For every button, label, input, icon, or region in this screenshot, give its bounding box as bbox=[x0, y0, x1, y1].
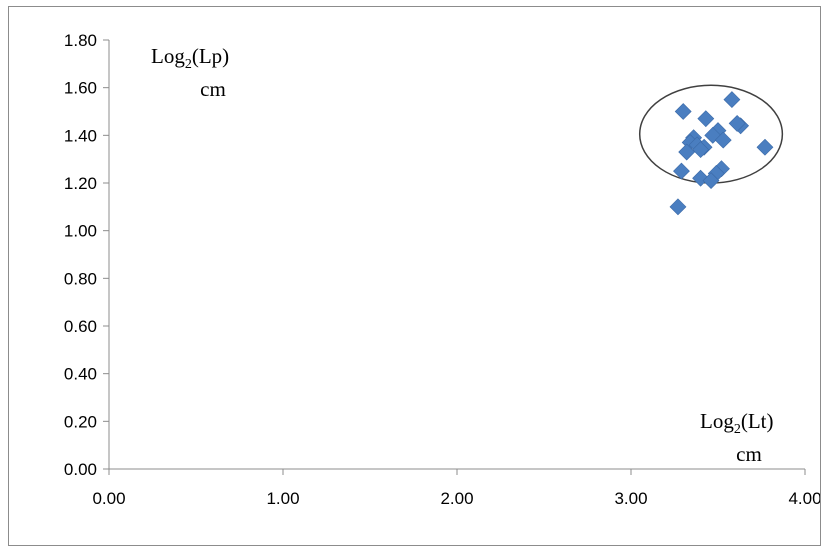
y-tick-label: 0.00 bbox=[64, 460, 97, 479]
data-point bbox=[728, 114, 746, 132]
scatter-chart: 0.00 1.00 2.00 3.00 4.00 0.00 0.20 0.40 0.60 0.80… bbox=[64, 31, 820, 508]
data-point bbox=[678, 143, 696, 161]
data-point bbox=[714, 131, 732, 149]
y-tick-label: 0.80 bbox=[64, 269, 97, 288]
axes bbox=[103, 39, 806, 475]
y-axis-unit: cm bbox=[200, 77, 226, 101]
y-tick-label: 1.20 bbox=[64, 174, 97, 193]
y-tick-label: 1.80 bbox=[64, 31, 97, 50]
y-tick-label: 1.60 bbox=[64, 79, 97, 98]
y-tick-label: 0.20 bbox=[64, 412, 97, 431]
y-tick-label: 1.00 bbox=[64, 222, 97, 241]
x-tick-label: 1.00 bbox=[266, 489, 299, 508]
x-tick-label: 0.00 bbox=[92, 489, 125, 508]
data-points bbox=[669, 91, 774, 216]
data-point bbox=[697, 110, 715, 128]
data-point bbox=[702, 172, 720, 190]
data-point bbox=[673, 162, 690, 180]
x-axis-unit: cm bbox=[736, 442, 762, 466]
y-tick-label: 0.40 bbox=[64, 365, 97, 384]
y-axis-title: Log2(Lp) bbox=[151, 44, 229, 72]
x-axis-title: Log2(Lt) bbox=[700, 409, 773, 437]
data-point bbox=[674, 103, 692, 120]
data-point bbox=[669, 198, 687, 216]
tick-labels: 0.00 1.00 2.00 3.00 4.00 0.00 0.20 0.40 0.60 0.80… bbox=[64, 31, 820, 508]
data-point bbox=[756, 138, 774, 156]
chart-frame: 0.00 1.00 2.00 3.00 4.00 0.00 0.20 0.40 0.60 0.80… bbox=[8, 6, 821, 546]
x-tick-label: 2.00 bbox=[440, 489, 473, 508]
y-tick-label: 0.60 bbox=[64, 317, 97, 336]
x-tick-label: 4.00 bbox=[788, 489, 820, 508]
y-tick-label: 1.40 bbox=[64, 126, 97, 145]
x-tick-label: 3.00 bbox=[614, 489, 647, 508]
data-point bbox=[692, 141, 710, 159]
data-point bbox=[723, 91, 741, 109]
